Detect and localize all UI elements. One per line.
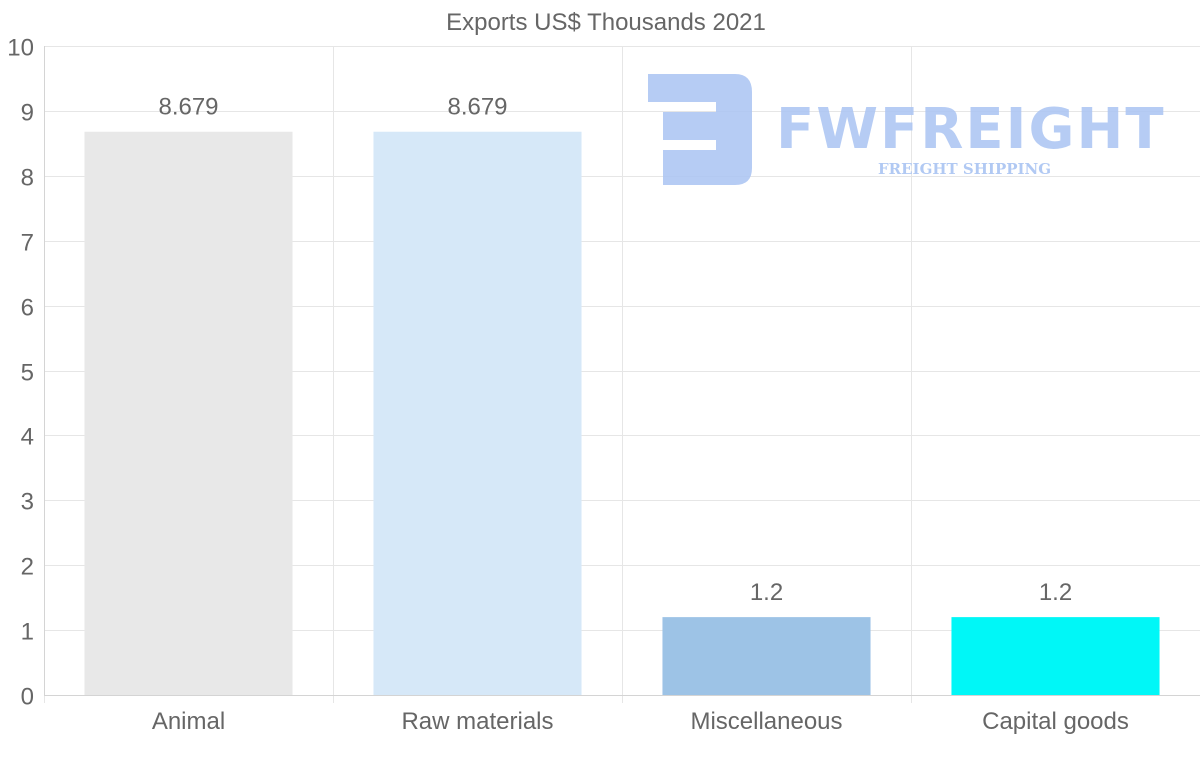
y-tick-label: 7 [21,230,34,257]
bar-data-label: 1.2 [750,579,783,606]
y-tick-label: 10 [7,35,34,62]
y-tick-label: 8 [21,165,34,192]
bar-data-label: 1.2 [1039,579,1072,606]
y-tick-label: 9 [21,100,34,127]
bar-data-label: 8.679 [447,94,507,121]
x-category-label: Raw materials [401,708,553,735]
y-tick-label: 3 [21,489,34,516]
x-category-label: Miscellaneous [690,708,842,735]
x-category-label: Capital goods [982,708,1129,735]
data-labels: 8.679 8.679 1.2 1.2 [158,94,1072,606]
x-category-label: Animal [152,708,225,735]
bar[interactable] [662,617,871,695]
bars [84,131,1160,695]
x-axis-categories: Animal Raw materials Miscellaneous Capital … [152,708,1129,735]
watermark-logo-icon [648,74,752,185]
y-tick-label: 6 [21,295,34,322]
bar[interactable] [373,131,582,695]
watermark-brand: FWFREIGHT [776,97,1166,162]
bar[interactable] [951,617,1160,695]
watermark: FWFREIGHT FREIGHT SHIPPING [648,74,1166,185]
watermark-tagline: FREIGHT SHIPPING [878,160,1051,178]
bar-data-label: 8.679 [158,94,218,121]
y-tick-label: 1 [21,619,34,646]
bar[interactable] [84,131,293,695]
y-tick-label: 2 [21,554,34,581]
chart-title: Exports US$ Thousands 2021 [446,9,766,36]
y-axis-ticks: 0 1 2 3 4 5 6 7 8 9 10 [7,35,34,711]
y-tick-label: 4 [21,424,34,451]
y-tick-label: 5 [21,360,34,387]
y-tick-label: 0 [21,684,34,711]
